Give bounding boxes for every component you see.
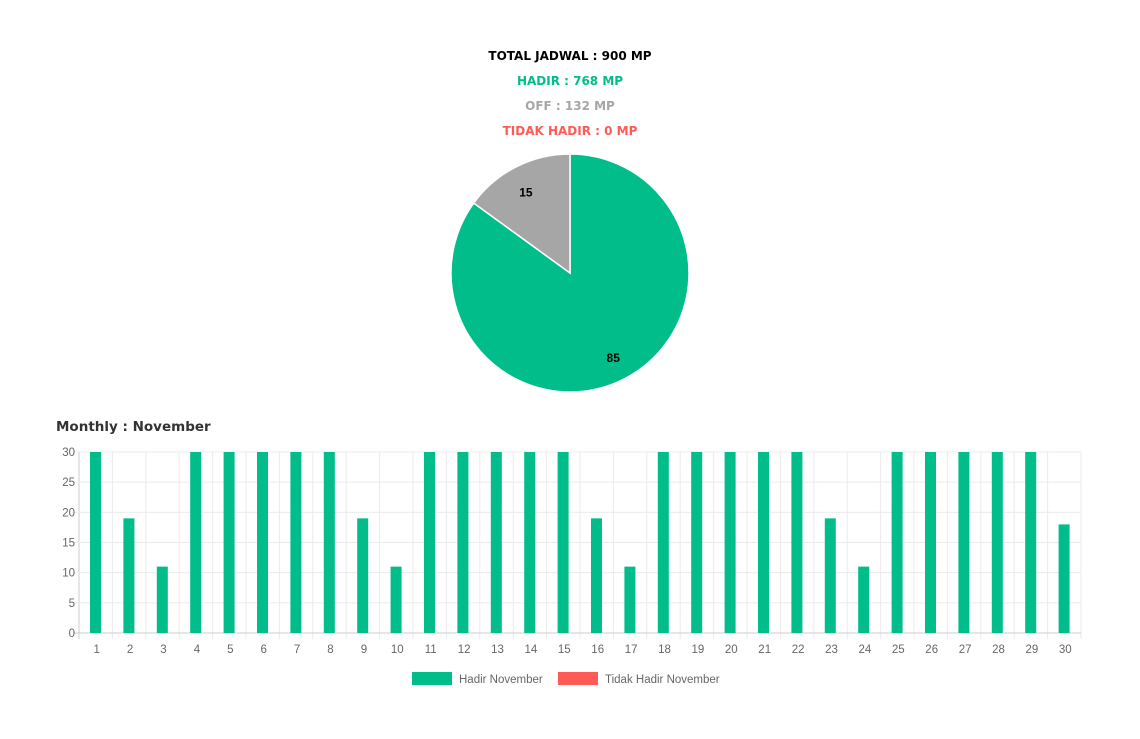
monthly-bar-chart: 0 5 10 15 20 25 30 1 2 3 4 5 6 7 8 9 10 11 12 13 14 15 16 17 18 1… — [0, 440, 1140, 700]
monthly-title: Monthly : November — [56, 419, 211, 435]
y-tick-label: 15 — [62, 538, 75, 550]
pie-slice-off — [472, 153, 571, 275]
bar-hadir-24 — [858, 566, 870, 633]
x-tick-label: 28 — [992, 644, 1005, 656]
bar-hadir-15 — [557, 452, 569, 633]
bar-hadir-10 — [390, 566, 402, 633]
bar-hadir-29 — [1025, 452, 1037, 633]
bar-hadir-23 — [824, 518, 836, 633]
x-tick-label: 24 — [859, 644, 872, 656]
x-tick-label: 5 — [227, 644, 233, 656]
bar-hadir-25 — [891, 452, 903, 633]
bar-hadir-8 — [323, 452, 335, 633]
bar-hadir-13 — [490, 452, 502, 633]
x-tick-label: 8 — [327, 644, 333, 656]
x-tick-label: 29 — [1026, 644, 1039, 656]
bar-hadir-17 — [624, 566, 636, 633]
attendance-pie-chart: 85 15 — [449, 152, 691, 394]
x-tick-label: 4 — [194, 644, 201, 656]
legend-swatch-hadir[interactable] — [412, 672, 452, 685]
x-tick-label: 3 — [160, 644, 166, 656]
x-tick-label: 13 — [491, 644, 504, 656]
bar-hadir-3 — [156, 566, 168, 633]
y-tick-label: 0 — [69, 628, 75, 640]
x-tick-label: 27 — [959, 644, 972, 656]
x-tick-label: 25 — [892, 644, 905, 656]
x-tick-label: 26 — [925, 644, 938, 656]
bar-hadir-14 — [524, 452, 536, 633]
x-tick-label: 9 — [361, 644, 367, 656]
total-jadwal-text: TOTAL JADWAL : 900 MP — [488, 49, 652, 63]
x-tick-label: 15 — [558, 644, 571, 656]
x-tick-label: 20 — [725, 644, 738, 656]
y-tick-label: 30 — [62, 447, 75, 459]
y-tick-label: 25 — [62, 477, 75, 489]
x-tick-label: 6 — [260, 644, 266, 656]
bar-hadir-26 — [925, 452, 936, 633]
pie-label-off: 15 — [519, 185, 533, 199]
tidak-hadir-text: TIDAK HADIR : 0 MP — [502, 124, 638, 138]
x-tick-label: 16 — [591, 644, 604, 656]
pie-svg: 85 15 — [450, 153, 690, 393]
bar-hadir-16 — [591, 518, 602, 633]
x-tick-label: 19 — [692, 644, 705, 656]
x-tick-label: 18 — [658, 644, 671, 656]
bar-hadir-18 — [657, 452, 669, 633]
bar-hadir-28 — [991, 452, 1003, 633]
x-tick-label: 14 — [525, 644, 538, 656]
bar-hadir-2 — [123, 518, 135, 633]
x-tick-label: 21 — [758, 644, 771, 656]
bar-hadir-6 — [257, 452, 268, 633]
x-tick-label: 11 — [425, 644, 437, 656]
legend-swatch-tidak-hadir[interactable] — [558, 672, 598, 685]
legend-label-tidak-hadir[interactable]: Tidak Hadir November — [605, 674, 720, 686]
bar-hadir-27 — [958, 452, 970, 633]
pie-label-hadir: 85 — [607, 351, 621, 365]
y-tick-label: 10 — [62, 568, 75, 580]
x-tick-label: 7 — [294, 644, 300, 656]
bar-hadir-4 — [190, 452, 202, 633]
x-tick-label: 12 — [458, 644, 471, 656]
x-tick-label: 30 — [1059, 644, 1072, 656]
x-tick-label: 1 — [93, 644, 99, 656]
bar-hadir-20 — [724, 452, 736, 633]
off-text: OFF : 132 MP — [525, 99, 615, 113]
summary-block: TOTAL JADWAL : 900 MP HADIR : 768 MP OFF… — [0, 44, 1140, 144]
x-tick-label: 22 — [792, 644, 805, 656]
bar-hadir-7 — [290, 452, 302, 633]
x-tick-label: 10 — [391, 644, 404, 656]
bar-hadir-12 — [457, 452, 469, 633]
x-tick-label: 23 — [825, 644, 838, 656]
bar-hadir-9 — [357, 518, 369, 633]
bar-hadir-19 — [691, 452, 703, 633]
y-tick-label: 20 — [62, 507, 75, 519]
bar-hadir-21 — [758, 452, 769, 633]
legend-label-hadir[interactable]: Hadir November — [459, 674, 543, 686]
x-tick-label: 17 — [625, 644, 638, 656]
bar-hadir-30 — [1058, 524, 1070, 633]
bar-hadir-5 — [223, 452, 235, 633]
y-tick-label: 5 — [69, 598, 75, 610]
bar-hadir-1 — [90, 452, 101, 633]
x-tick-label: 2 — [127, 644, 133, 656]
bar-hadir-22 — [791, 452, 803, 633]
bar-hadir-11 — [424, 452, 435, 633]
hadir-text: HADIR : 768 MP — [516, 74, 624, 88]
